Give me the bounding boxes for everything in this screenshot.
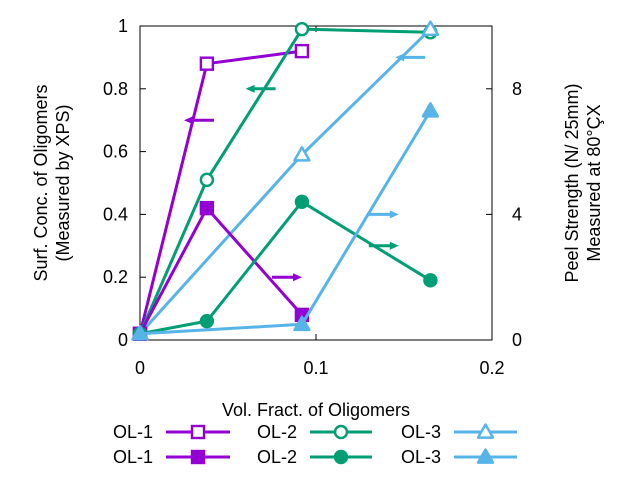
y-tick-label: 0.6	[103, 142, 128, 162]
circle-marker	[294, 21, 310, 37]
y-axis-label-line-1: Surf. Conc. of Oligomers	[31, 84, 51, 281]
legend-entry: OL-1	[113, 447, 230, 467]
triangle-marker	[421, 20, 440, 36]
square-marker	[199, 200, 215, 216]
square-marker	[294, 43, 310, 59]
x-tick-label: 0	[135, 358, 145, 378]
series-ol-3-right	[131, 102, 440, 341]
circle-marker	[199, 172, 215, 188]
legend-label: OL-1	[113, 447, 153, 467]
legend-label: OL-2	[257, 422, 297, 442]
legend-entry: OL-2	[257, 447, 372, 467]
x-tick-label: 0.1	[303, 358, 328, 378]
legend: OL-1 OL-2 OL-3 OL-1 OL-2 OL-3	[113, 422, 517, 467]
triangle-marker	[131, 325, 149, 341]
annotation-arrows	[184, 53, 426, 282]
arrow-right	[368, 241, 399, 250]
arrow-head	[293, 273, 302, 282]
legend-entry: OL-3	[401, 422, 517, 442]
arrow-right	[368, 210, 399, 219]
y-tick-label: 1	[118, 16, 128, 36]
y2-axis-label-line-2: Measured at 80°ÇX	[584, 104, 604, 261]
x-axis-label: Vol. Fract. of Oligomers	[222, 400, 410, 420]
arrow-left	[245, 84, 276, 93]
arrow-left	[184, 116, 214, 125]
y-tick-label: 0.8	[103, 79, 128, 99]
arrow-head	[389, 210, 399, 219]
y-axis-label-line-2: (Measured by XPS)	[53, 104, 73, 261]
square-marker	[190, 424, 206, 440]
y2-tick-label: 0	[512, 330, 522, 350]
series-layer	[131, 20, 440, 341]
arrow-head	[245, 84, 255, 93]
arrow-right	[272, 273, 302, 282]
y-tick-label: 0	[118, 330, 128, 350]
triangle-marker	[476, 423, 495, 439]
series-line	[138, 27, 431, 335]
legend-label: OL-1	[113, 422, 153, 442]
y2-tick-label: 4	[512, 204, 522, 224]
circle-marker	[423, 273, 438, 288]
square-marker	[190, 449, 206, 465]
legend-label: OL-3	[401, 422, 441, 442]
legend-entry: OL-2	[257, 422, 372, 442]
triangle-marker	[476, 448, 495, 464]
arrow-head	[395, 53, 405, 62]
y-tick-label: 0.4	[103, 204, 128, 224]
arrow-left	[395, 53, 426, 62]
circle-marker	[333, 424, 349, 440]
square-marker	[199, 56, 215, 71]
legend-label: OL-3	[401, 447, 441, 467]
triangle-marker	[293, 146, 311, 162]
circle-marker	[294, 194, 310, 210]
series-line	[139, 200, 432, 336]
legend-entry: OL-3	[401, 447, 517, 467]
legend-entry: OL-1	[113, 422, 230, 442]
legend-label: OL-2	[257, 447, 297, 467]
series-line	[138, 49, 303, 335]
arrow-head	[184, 116, 193, 125]
x-tick-label: 0.2	[479, 358, 504, 378]
y2-axis-label-line-1: Peel Strength (N/ 25mm)	[562, 83, 582, 282]
series-ol-1-right	[132, 200, 310, 341]
y2-tick-label: 8	[512, 79, 522, 99]
circle-marker	[333, 449, 349, 465]
circle-marker	[199, 313, 215, 329]
series-line	[138, 206, 304, 335]
triangle-marker	[293, 315, 311, 332]
arrow-head	[389, 241, 399, 250]
triangle-marker	[421, 102, 440, 118]
y-tick-label: 0.2	[103, 267, 128, 287]
plot-frame	[139, 25, 493, 341]
axis-ticks: 0 0.1 0.2 0 0.2 0.4 0.6 0.8 1 0 4 8	[103, 16, 522, 378]
